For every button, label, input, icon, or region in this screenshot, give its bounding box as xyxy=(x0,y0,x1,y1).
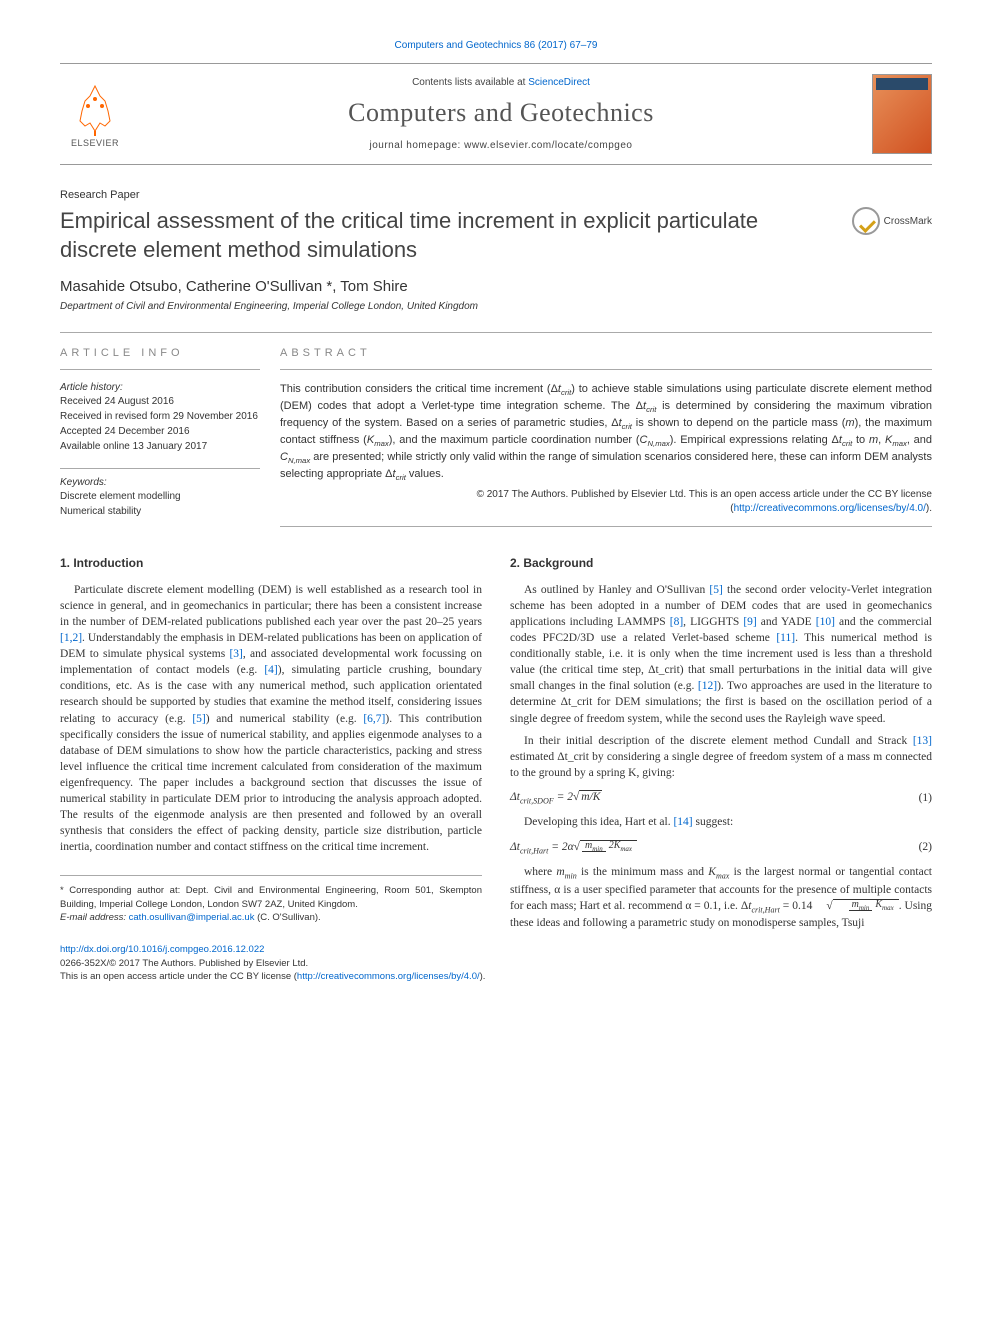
journal-name: Computers and Geotechnics xyxy=(130,98,872,128)
paper-title: Empirical assessment of the critical tim… xyxy=(60,207,852,264)
elsevier-tree-icon xyxy=(70,81,120,136)
t: suggest: xyxy=(693,816,734,828)
issn-line: 0266-352X/© 2017 The Authors. Published … xyxy=(60,957,932,970)
cc-prefix: This is an open access article under the… xyxy=(60,971,297,982)
contents-prefix: Contents lists available at xyxy=(412,77,528,88)
crossmark-icon xyxy=(852,207,880,235)
column-right: 2. Background As outlined by Hanley and … xyxy=(510,555,932,931)
cc-close: ). xyxy=(480,971,486,982)
homepage-prefix: journal homepage: xyxy=(370,140,465,151)
ref-6-7[interactable]: [6,7] xyxy=(363,713,385,725)
eq2-body: Δtcrit,Hart = 2αmmin2Kmax xyxy=(510,839,637,857)
history-accepted: Accepted 24 December 2016 xyxy=(60,425,260,439)
t: As outlined by Hanley and O'Sullivan xyxy=(524,584,709,596)
history-online: Available online 13 January 2017 xyxy=(60,440,260,454)
section-1-para-1: Particulate discrete element modelling (… xyxy=(60,582,482,856)
t: ) and numerical stability (e.g. xyxy=(206,713,364,725)
equation-2: Δtcrit,Hart = 2αmmin2Kmax (2) xyxy=(510,839,932,857)
t: , LIGGHTS xyxy=(683,616,743,628)
cc-link-footer[interactable]: http://creativecommons.org/licenses/by/4… xyxy=(297,971,480,982)
article-info: ARTICLE INFO Article history: Received 2… xyxy=(60,333,280,527)
history-label: Article history: xyxy=(60,382,260,393)
elsevier-logo: ELSEVIER xyxy=(60,74,130,154)
journal-header: ELSEVIER Contents lists available at Sci… xyxy=(60,63,932,165)
ref-4[interactable]: [4] xyxy=(264,664,277,676)
ref-8[interactable]: [8] xyxy=(670,616,683,628)
info-abstract-row: ARTICLE INFO Article history: Received 2… xyxy=(60,332,932,527)
section-2-heading: 2. Background xyxy=(510,555,932,572)
ref-5b[interactable]: [5] xyxy=(709,584,722,596)
corresponding-star: * xyxy=(326,278,332,295)
cc-link[interactable]: http://creativecommons.org/licenses/by/4… xyxy=(734,503,926,514)
history-revised: Received in revised form 29 November 201… xyxy=(60,410,260,424)
email-who: (C. O'Sullivan). xyxy=(254,912,320,923)
copyright-close: ). xyxy=(926,503,932,514)
keyword-1: Discrete element modelling xyxy=(60,490,260,504)
email-line: E-mail address: cath.osullivan@imperial.… xyxy=(60,911,482,924)
ref-3[interactable]: [3] xyxy=(229,648,242,660)
section-2-para-4: where mmin is the minimum mass and Kmax … xyxy=(510,864,932,931)
section-2-para-2: In their initial description of the disc… xyxy=(510,733,932,781)
cc-line: This is an open access article under the… xyxy=(60,970,932,983)
eq2-num: (2) xyxy=(919,839,932,855)
equation-1: Δtcrit,SDOF = 2m/K (1) xyxy=(510,789,932,807)
t: and YADE xyxy=(757,616,816,628)
abstract-heading: ABSTRACT xyxy=(280,347,932,370)
section-2-para-1: As outlined by Hanley and O'Sullivan [5]… xyxy=(510,582,932,727)
keywords-block: Keywords: Discrete element modelling Num… xyxy=(60,468,260,519)
email-link[interactable]: cath.osullivan@imperial.ac.uk xyxy=(129,912,255,923)
email-label: E-mail address: xyxy=(60,912,129,923)
t: Developing this idea, Hart et al. xyxy=(524,816,673,828)
corr-author: * Corresponding author at: Dept. Civil a… xyxy=(60,884,482,911)
header-center: Contents lists available at ScienceDirec… xyxy=(130,77,872,151)
ref-5[interactable]: [5] xyxy=(192,713,205,725)
doi-link[interactable]: http://dx.doi.org/10.1016/j.compgeo.2016… xyxy=(60,944,264,955)
abstract-block: ABSTRACT This contribution considers the… xyxy=(280,333,932,527)
abstract-copyright: © 2017 The Authors. Published by Elsevie… xyxy=(280,488,932,516)
authors: Masahide Otsubo, Catherine O'Sullivan *,… xyxy=(60,278,932,295)
homepage-url[interactable]: www.elsevier.com/locate/compgeo xyxy=(464,140,632,151)
abstract-text: This contribution considers the critical… xyxy=(280,382,932,527)
body-columns: 1. Introduction Particulate discrete ele… xyxy=(60,555,932,931)
t: Particulate discrete element modelling (… xyxy=(60,584,482,628)
keywords-label: Keywords: xyxy=(60,477,260,488)
ref-12[interactable]: [12] xyxy=(698,680,717,692)
eq1-num: (1) xyxy=(919,790,932,806)
crossmark-badge[interactable]: CrossMark xyxy=(852,207,932,235)
column-left: 1. Introduction Particulate discrete ele… xyxy=(60,555,482,931)
ref-14[interactable]: [14] xyxy=(673,816,692,828)
page-footer: http://dx.doi.org/10.1016/j.compgeo.2016… xyxy=(60,943,932,983)
elsevier-label: ELSEVIER xyxy=(71,138,119,148)
contents-line: Contents lists available at ScienceDirec… xyxy=(130,77,872,88)
paper-type: Research Paper xyxy=(60,189,932,201)
keyword-2: Numerical stability xyxy=(60,505,260,519)
section-2-para-3: Developing this idea, Hart et al. [14] s… xyxy=(510,814,932,830)
title-row: Empirical assessment of the critical tim… xyxy=(60,207,932,264)
journal-ref-top: Computers and Geotechnics 86 (2017) 67–7… xyxy=(60,40,932,51)
homepage-line: journal homepage: www.elsevier.com/locat… xyxy=(130,140,872,151)
eq1-body: Δtcrit,SDOF = 2m/K xyxy=(510,789,602,807)
section-1-heading: 1. Introduction xyxy=(60,555,482,572)
ref-13[interactable]: [13] xyxy=(913,735,932,747)
t: estimated Δt_crit by considering a singl… xyxy=(510,751,932,779)
ref-11[interactable]: [11] xyxy=(776,632,795,644)
history-received: Received 24 August 2016 xyxy=(60,395,260,409)
t: In their initial description of the disc… xyxy=(524,735,913,747)
ref-1-2[interactable]: [1,2] xyxy=(60,632,82,644)
affiliation: Department of Civil and Environmental En… xyxy=(60,301,932,312)
t: ). This contribution specifically consid… xyxy=(60,713,482,854)
sciencedirect-link[interactable]: ScienceDirect xyxy=(528,77,590,88)
ref-10[interactable]: [10] xyxy=(816,616,835,628)
crossmark-label: CrossMark xyxy=(884,216,932,227)
article-info-heading: ARTICLE INFO xyxy=(60,347,260,370)
corresponding-footer: * Corresponding author at: Dept. Civil a… xyxy=(60,875,482,924)
ref-9[interactable]: [9] xyxy=(743,616,756,628)
journal-cover-thumb xyxy=(872,74,932,154)
